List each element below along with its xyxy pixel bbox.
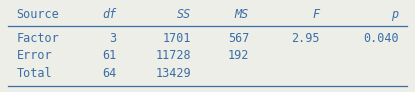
Text: 0.040: 0.040 xyxy=(363,32,398,45)
Text: SS: SS xyxy=(177,8,191,21)
Text: 11728: 11728 xyxy=(155,49,191,62)
Text: F: F xyxy=(312,8,320,21)
Text: 13429: 13429 xyxy=(155,67,191,80)
Text: p: p xyxy=(391,8,398,21)
Text: Source: Source xyxy=(17,8,59,21)
Text: Total: Total xyxy=(17,67,52,80)
Text: 2.95: 2.95 xyxy=(291,32,320,45)
Text: df: df xyxy=(102,8,116,21)
Text: 1701: 1701 xyxy=(162,32,191,45)
Text: 3: 3 xyxy=(109,32,116,45)
Text: Error: Error xyxy=(17,49,52,62)
Text: MS: MS xyxy=(235,8,249,21)
Text: 61: 61 xyxy=(102,49,116,62)
Text: 192: 192 xyxy=(227,49,249,62)
Text: 64: 64 xyxy=(102,67,116,80)
Text: 567: 567 xyxy=(227,32,249,45)
Text: Factor: Factor xyxy=(17,32,59,45)
